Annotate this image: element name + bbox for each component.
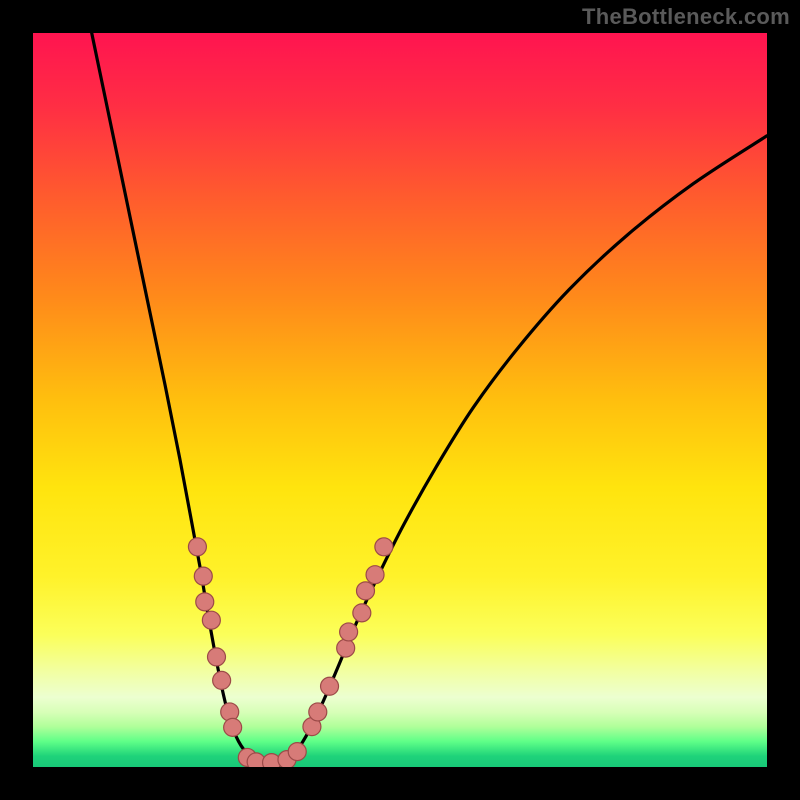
plot-area [33, 33, 767, 767]
marker-point [357, 582, 375, 600]
marker-point [188, 538, 206, 556]
marker-point [194, 567, 212, 585]
marker-point [202, 611, 220, 629]
marker-point [196, 593, 214, 611]
marker-point [321, 677, 339, 695]
marker-point [340, 623, 358, 641]
marker-point [366, 566, 384, 584]
attribution-text: TheBottleneck.com [582, 4, 790, 30]
marker-point [353, 604, 371, 622]
marker-point [309, 703, 327, 721]
marker-point [337, 639, 355, 657]
bottleneck-chart [33, 33, 767, 767]
marker-point [208, 648, 226, 666]
marker-point [288, 743, 306, 761]
marker-point [224, 718, 242, 736]
marker-point [213, 671, 231, 689]
marker-point [375, 538, 393, 556]
gradient-background [33, 33, 767, 767]
